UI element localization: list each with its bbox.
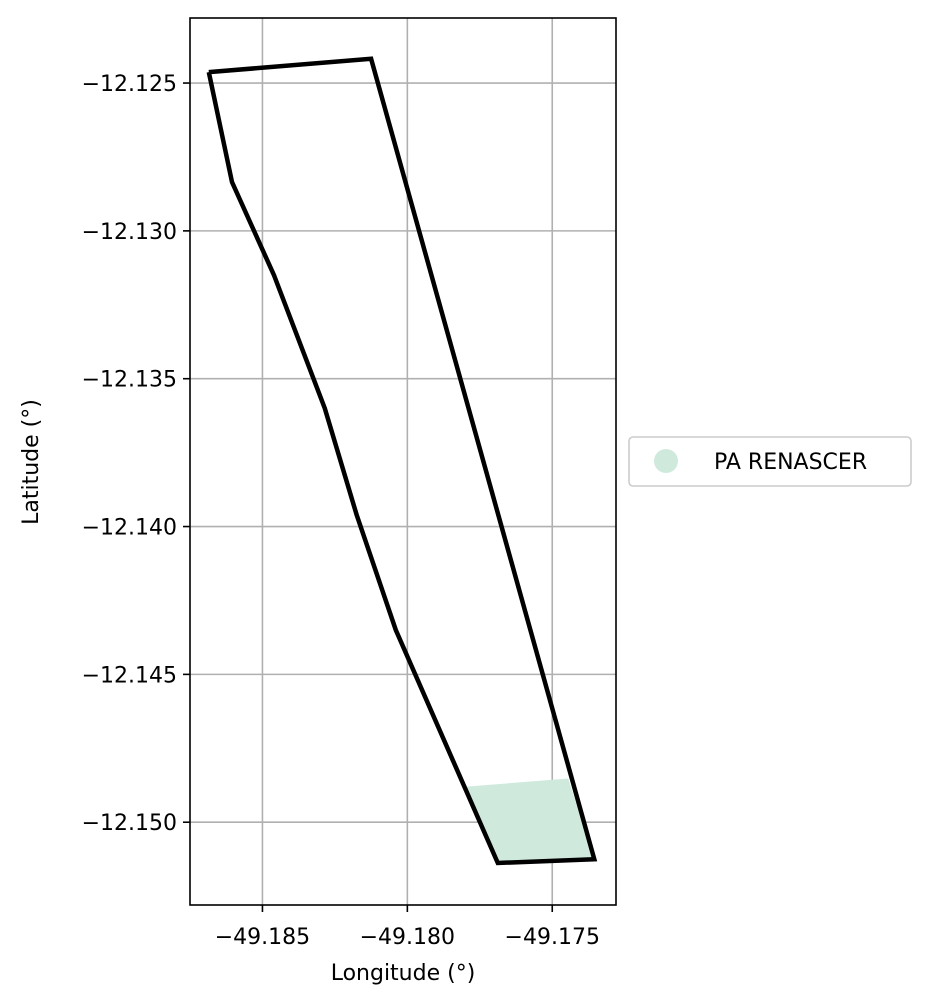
axis-ticks: −49.185 −49.180 −49.175 −12.125 −12.130 −12.1… <box>82 72 600 950</box>
area-pa-renascer <box>465 778 595 863</box>
legend: PA RENASCER <box>628 436 912 487</box>
legend-label: PA RENASCER <box>714 450 867 475</box>
boundary-line <box>206 56 598 866</box>
x-tick-label: −49.185 <box>215 925 310 950</box>
x-tick-label: −49.175 <box>505 925 600 950</box>
y-tick-label: −12.140 <box>82 516 177 541</box>
legend-box <box>628 436 912 487</box>
x-tick-label: −49.180 <box>360 925 455 950</box>
grid-lines <box>190 18 616 905</box>
y-tick-label: −12.135 <box>82 368 177 393</box>
y-tick-label: −12.130 <box>82 220 177 245</box>
y-tick-label: −12.150 <box>82 811 177 836</box>
x-axis-label: Longitude (°) <box>331 961 476 986</box>
axes-frame <box>189 17 617 906</box>
y-tick-label: −12.145 <box>82 663 177 688</box>
y-tick-label: −12.125 <box>82 72 177 97</box>
legend-marker <box>654 449 678 473</box>
boundary-outline <box>206 56 598 866</box>
y-axis-label: Latitude (°) <box>19 399 44 525</box>
filled-areas <box>465 778 595 863</box>
